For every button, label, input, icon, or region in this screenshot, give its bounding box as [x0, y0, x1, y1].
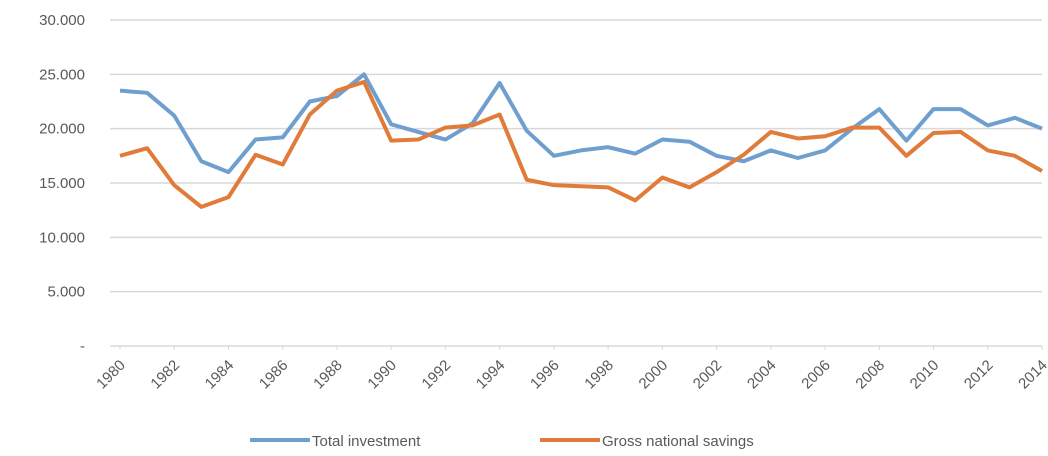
- x-tick-label: 1980: [93, 357, 129, 393]
- y-tick-label: 10.000: [39, 229, 85, 246]
- y-tick-label: 30.000: [39, 12, 85, 29]
- x-tick-label: 2004: [744, 357, 780, 393]
- x-tick-label: 1986: [256, 357, 292, 393]
- legend-label: Gross national savings: [602, 433, 754, 450]
- y-tick-label: 25.000: [39, 66, 85, 83]
- line-series: [119, 79, 1043, 209]
- legend-label: Total investment: [312, 433, 421, 450]
- x-tick-label: 2000: [636, 357, 672, 393]
- x-tick-label: 1984: [202, 357, 238, 393]
- y-tick-label: 20.000: [39, 121, 85, 138]
- y-tick-label: 15.000: [39, 175, 85, 192]
- x-tick-label: 1994: [473, 357, 509, 393]
- line-series: [119, 72, 1043, 175]
- x-tick-label: 1998: [581, 357, 617, 393]
- y-tick-label: -: [80, 338, 85, 355]
- y-tick-label: 5.000: [47, 284, 85, 301]
- x-tick-label: 1996: [527, 357, 563, 393]
- x-tick-label: 2006: [798, 357, 834, 393]
- x-tick-label: 1988: [310, 357, 346, 393]
- x-tick-label: 2010: [907, 357, 943, 393]
- x-tick-label: 1982: [147, 357, 183, 393]
- x-tick-label: 2002: [690, 357, 726, 393]
- x-tick-label: 2008: [853, 357, 889, 393]
- x-tick-label: 2014: [1015, 357, 1048, 393]
- x-tick-label: 1990: [364, 357, 400, 393]
- x-tick-label: 1992: [419, 357, 455, 393]
- x-tick-label: 2012: [961, 357, 997, 393]
